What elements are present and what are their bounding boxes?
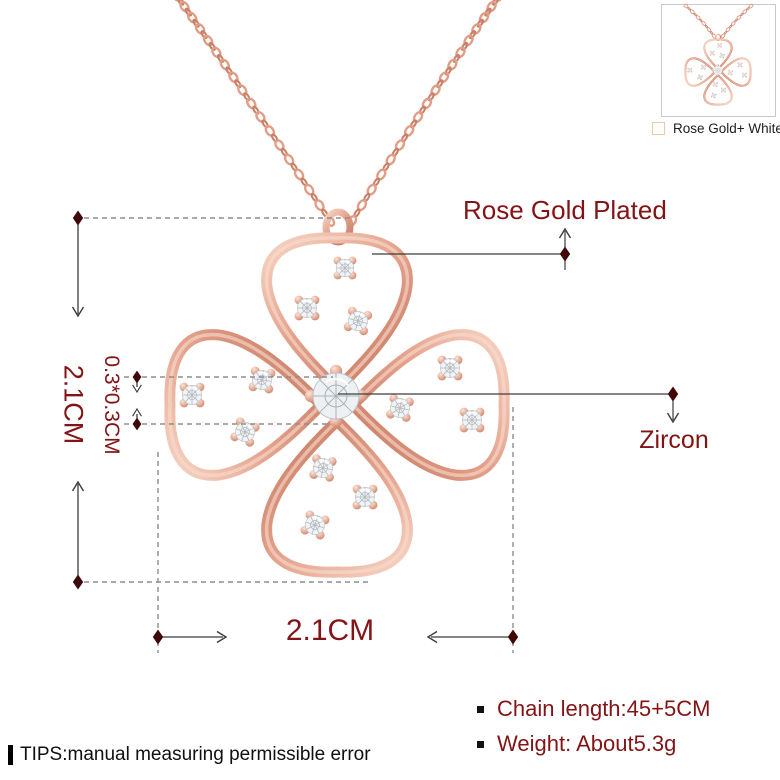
spec-item-weight: Weight: About5.3g — [477, 731, 710, 757]
variant-label: Rose Gold+ White — [673, 121, 780, 136]
zircon-callout-label: Zircon — [639, 426, 709, 454]
variant-thumbnail[interactable] — [661, 3, 776, 117]
diamond-marker — [72, 574, 84, 590]
measurement-lines — [71, 210, 680, 653]
square-bullet-icon — [477, 705, 484, 713]
spec-text: Weight: About5.3g — [497, 731, 677, 756]
tips-note: TIPS:manual measuring permissible error — [8, 744, 371, 766]
diamond-marker — [559, 246, 571, 262]
diamond-marker — [152, 629, 164, 645]
tips-text: TIPS:manual measuring permissible error — [20, 744, 371, 765]
variant-option-row: Rose Gold+ White — [652, 121, 780, 136]
pendant-width-dimension-label: 2.1CM — [285, 614, 375, 647]
diamond-marker — [72, 210, 84, 226]
material-callout-label: Rose Gold Plated — [463, 195, 667, 225]
thumbnail-chain — [683, 3, 754, 39]
pendant-height-dimension-label: 2.1CM — [58, 364, 89, 445]
spec-text: Chain length:45+5CM — [497, 696, 711, 721]
center-stone-dimension-label: 0.3*0.3CM — [100, 355, 123, 455]
tips-bar-icon — [8, 745, 13, 765]
square-bullet-icon — [477, 740, 484, 748]
diamond-marker — [507, 629, 519, 645]
spec-item-chain-length: Chain length:45+5CM — [477, 696, 710, 722]
diamond-marker — [132, 370, 142, 384]
necklace-chain — [171, 0, 505, 227]
spec-list: Chain length:45+5CM Weight: About5.3g — [477, 696, 710, 757]
variant-checkbox[interactable] — [652, 122, 665, 135]
guide-dashed-lines — [84, 217, 514, 653]
diamond-marker — [667, 386, 679, 402]
diamond-marker — [132, 417, 142, 431]
